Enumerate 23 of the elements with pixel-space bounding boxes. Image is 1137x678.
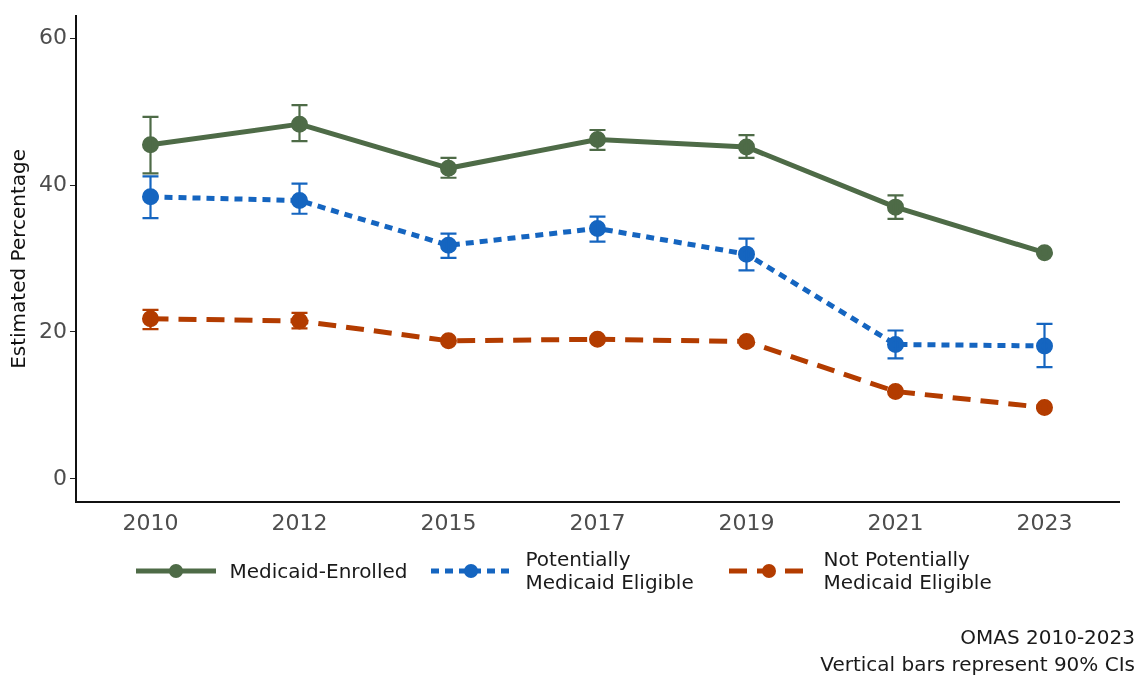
x-tick-label: 2015 bbox=[420, 509, 477, 535]
x-tick-label: 2017 bbox=[569, 509, 626, 535]
legend-label: Potentially Medicaid Eligible bbox=[525, 547, 695, 594]
y-tick-label: 60 bbox=[38, 23, 67, 49]
y-tick-label: 20 bbox=[38, 317, 67, 343]
point bbox=[589, 330, 606, 348]
point bbox=[440, 332, 457, 350]
text: OMAS 2010-2023 bbox=[959, 624, 1135, 651]
x-tick-label: 2021 bbox=[867, 509, 924, 535]
text: Vertical bars represent 90% CIs bbox=[820, 651, 1135, 678]
y-axis-title: Estimated Percentage bbox=[6, 148, 31, 369]
legend-label: Medicaid-Enrolled bbox=[229, 558, 408, 583]
y-tick-label: 0 bbox=[52, 464, 67, 490]
x-tick-label: 2010 bbox=[122, 509, 179, 535]
point bbox=[1036, 244, 1053, 262]
x-tick-label: 2012 bbox=[271, 509, 328, 535]
x-tick-label: 2019 bbox=[718, 509, 775, 535]
point bbox=[1036, 399, 1053, 417]
x-tick-label: 2023 bbox=[1016, 509, 1073, 535]
legend-label: Not Potentially Medicaid Eligible bbox=[823, 547, 993, 594]
y-tick-label: 40 bbox=[38, 170, 67, 196]
point bbox=[738, 333, 755, 351]
point bbox=[887, 382, 904, 400]
